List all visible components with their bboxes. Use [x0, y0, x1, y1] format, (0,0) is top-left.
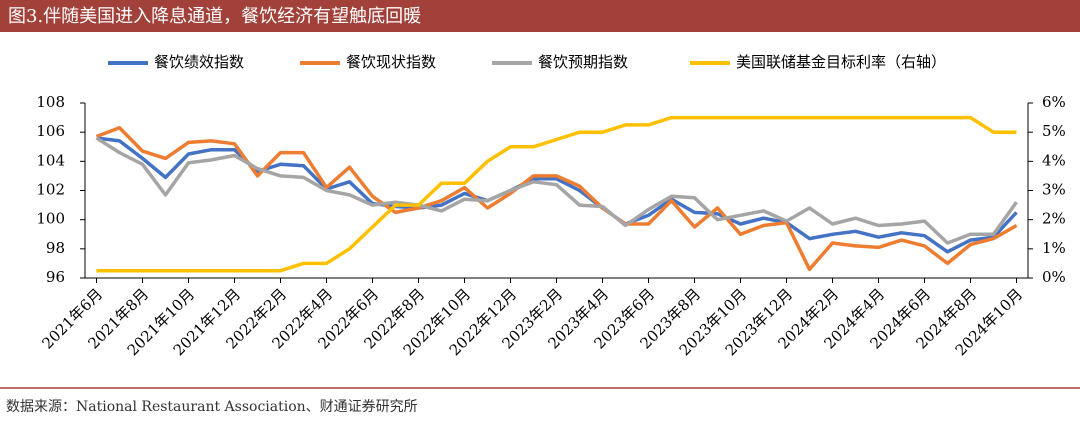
y2-tick-label: 1%	[1042, 239, 1066, 257]
y2-tick-label: 5%	[1042, 122, 1066, 140]
y-tick-label: 106	[36, 122, 65, 140]
y-tick-label: 108	[36, 93, 65, 111]
legend-label: 餐饮现状指数	[346, 53, 436, 71]
y-tick-label: 104	[36, 151, 65, 169]
y-tick-label: 98	[46, 239, 65, 257]
y2-tick-label: 3%	[1042, 181, 1066, 199]
y2-tick-label: 0%	[1042, 268, 1066, 286]
y2-tick-label: 6%	[1042, 93, 1066, 111]
y2-tick-label: 4%	[1042, 151, 1066, 169]
source: 数据来源：National Restaurant Association、财通证…	[6, 399, 418, 415]
legend-label: 餐饮绩效指数	[154, 53, 244, 71]
y-tick-label: 96	[46, 268, 65, 286]
y-tick-label: 100	[36, 210, 65, 228]
chart-title: 图3.伴随美国进入降息通道，餐饮经济有望触底回暖	[8, 6, 421, 27]
line-series	[96, 115, 1017, 273]
y2-tick-label: 2%	[1042, 210, 1066, 228]
title-bar	[0, 0, 1080, 32]
legend-label: 餐饮预期指数	[538, 53, 628, 71]
line-series	[95, 136, 1018, 245]
legend-label: 美国联储基金目标利率（右轴）	[736, 53, 946, 71]
y-tick-label: 102	[36, 181, 65, 199]
